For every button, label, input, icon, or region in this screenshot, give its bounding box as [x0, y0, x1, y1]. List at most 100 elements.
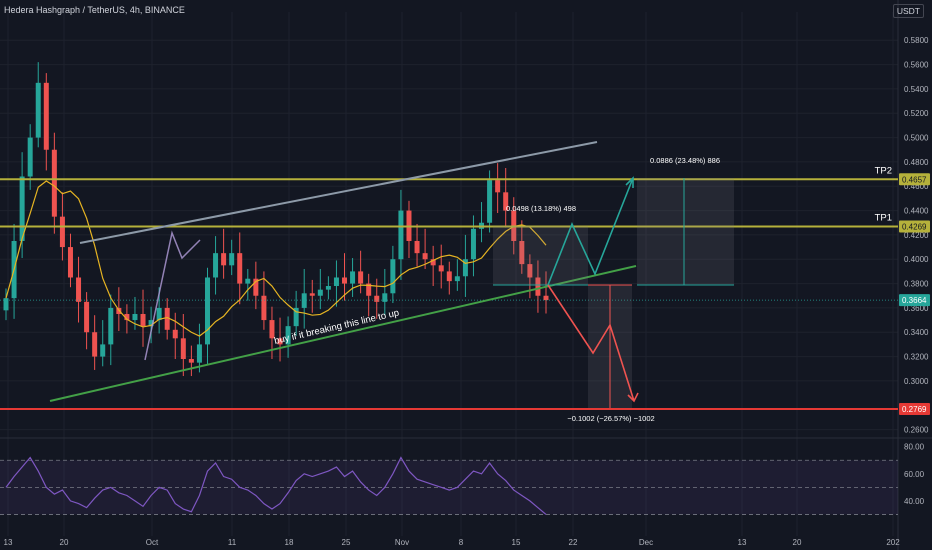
- rsi-tick-label: 60.00: [904, 470, 925, 479]
- y-tick-label: 0.3400: [904, 328, 929, 337]
- candle: [245, 278, 251, 284]
- y-tick-label: 0.3000: [904, 377, 929, 386]
- candle: [156, 307, 162, 321]
- bearish-arrowhead: [627, 392, 639, 403]
- bullish-arrowhead: [625, 176, 634, 188]
- candle: [59, 216, 65, 248]
- x-tick-label: Dec: [639, 538, 653, 547]
- price-label-box: [899, 294, 930, 307]
- y-tick-label: 0.5200: [904, 109, 929, 118]
- candle: [325, 286, 331, 290]
- candle: [229, 253, 235, 266]
- candle: [27, 137, 33, 177]
- candle: [414, 240, 420, 254]
- moving-average-line: [5, 180, 547, 337]
- candle: [446, 271, 452, 282]
- pattern-line: [144, 230, 201, 361]
- x-tick-label: 202: [886, 538, 900, 547]
- price-label: 0.3664: [902, 296, 927, 305]
- candle: [503, 192, 509, 211]
- y-tick-label: 0.4400: [904, 207, 929, 216]
- candle: [390, 259, 396, 294]
- candle: [253, 278, 259, 296]
- symbol-title[interactable]: Hedera Hashgraph / TetherUS, 4h, BINANCE: [4, 5, 185, 15]
- price-axis[interactable]: 0.5800 0.5600 0.5400 0.5200 0.5000 0.4800 0.46…: [904, 36, 929, 506]
- candle: [132, 313, 138, 321]
- target-measure-label: 0.0886 (23.48%) 886: [650, 156, 720, 165]
- lower-trendline: [49, 265, 637, 402]
- x-tick-label: 25: [342, 538, 351, 547]
- y-tick-label: 0.4800: [904, 158, 929, 167]
- price-label: 0.4269: [902, 223, 927, 232]
- candle: [470, 228, 476, 260]
- candle: [213, 253, 219, 278]
- candle: [108, 307, 114, 345]
- candle: [67, 247, 73, 278]
- price-label-box: [899, 403, 930, 416]
- rsi-series: [5, 456, 547, 515]
- candle: [301, 293, 307, 308]
- upper-trendline: [79, 141, 598, 244]
- price-label: 0.4657: [902, 175, 927, 184]
- candle: [535, 277, 541, 296]
- y-tick-label: 0.5000: [904, 134, 929, 143]
- candle: [164, 307, 170, 330]
- rsi-band: [0, 459, 898, 515]
- x-tick-label: 8: [459, 538, 464, 547]
- x-tick-label: 11: [228, 538, 237, 547]
- candle: [204, 277, 210, 345]
- x-tick-label: 22: [569, 538, 578, 547]
- candle: [519, 240, 525, 265]
- tp1-label: TP1: [875, 213, 892, 224]
- stop-measure-label: −0.1002 (−26.57%) −1002: [567, 414, 654, 423]
- candle: [140, 313, 146, 327]
- x-tick-label: 13: [4, 538, 13, 547]
- candle: [495, 180, 501, 193]
- candle: [148, 320, 154, 327]
- bullish-path: [547, 177, 634, 286]
- bearish-path: [547, 284, 635, 402]
- y-tick-label: 0.4600: [904, 182, 929, 191]
- candle: [221, 253, 227, 266]
- candle: [269, 320, 275, 339]
- candle: [3, 298, 9, 311]
- candle: [487, 180, 493, 223]
- x-tick-label: 20: [60, 538, 69, 547]
- candle: [317, 289, 323, 296]
- y-tick-label: 0.5600: [904, 61, 929, 70]
- candle: [527, 264, 533, 278]
- candlestick-series: [3, 62, 549, 377]
- y-tick-label: 0.3600: [904, 304, 929, 313]
- y-tick-label: 0.5800: [904, 36, 929, 45]
- time-axis[interactable]: 13 20 Oct 11 18 25 Nov 8 15 22 Dec 13 20 202: [4, 538, 901, 547]
- y-tick-label: 0.3200: [904, 353, 929, 362]
- candle: [430, 259, 436, 266]
- candle: [76, 277, 82, 302]
- price-label-box: [899, 220, 930, 233]
- rsi-tick-label: 80.00: [904, 443, 925, 452]
- candle: [454, 276, 460, 282]
- price-label-box: [899, 173, 930, 186]
- candle: [366, 283, 372, 296]
- candle: [398, 210, 404, 260]
- y-tick-label: 0.4200: [904, 231, 929, 240]
- candle: [438, 265, 444, 272]
- y-tick-label: 0.3800: [904, 280, 929, 289]
- candle: [382, 293, 388, 302]
- x-tick-label: 15: [512, 538, 521, 547]
- candle: [285, 326, 291, 345]
- x-tick-label: Nov: [395, 538, 409, 547]
- y-tick-label: 0.5400: [904, 85, 929, 94]
- candle: [19, 176, 25, 241]
- candle: [43, 82, 49, 150]
- tp1-measure-label: 0.0498 (13.18%) 498: [506, 204, 576, 213]
- drawing-tools[interactable]: TP2 TP1: [0, 141, 898, 411]
- currency-button[interactable]: USDT: [892, 4, 924, 18]
- candle: [309, 293, 315, 296]
- rsi-tick-label: 40.00: [904, 497, 925, 506]
- candle: [100, 344, 106, 357]
- x-tick-label: 18: [285, 538, 294, 547]
- candle: [422, 253, 428, 260]
- candle: [374, 295, 380, 302]
